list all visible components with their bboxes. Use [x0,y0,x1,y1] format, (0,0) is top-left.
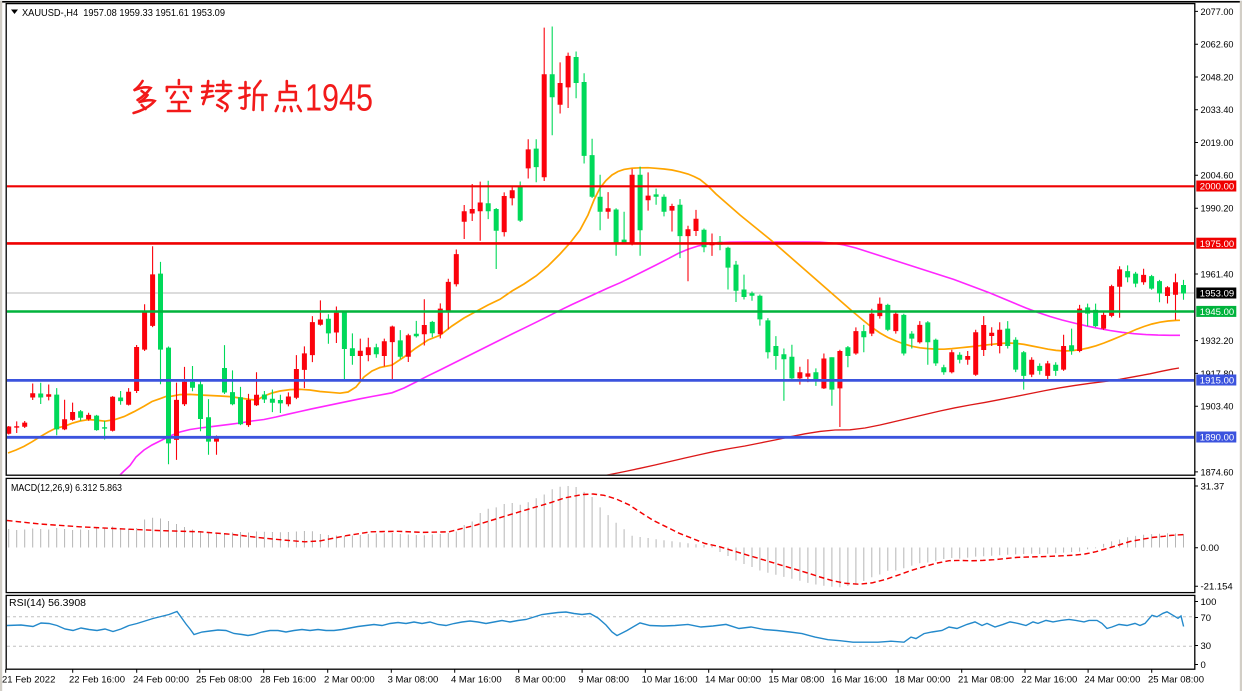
svg-text:2062.60: 2062.60 [1201,40,1234,51]
svg-text:1945.00: 1945.00 [1200,307,1234,318]
svg-text:28 Feb 16:00: 28 Feb 16:00 [260,675,316,686]
svg-text:XAUUSD-,H4 1957.08 1959.33 19: XAUUSD-,H4 1957.08 1959.33 1951.61 1953.… [22,7,225,19]
svg-text:2033.40: 2033.40 [1201,105,1234,116]
svg-text:2077.00: 2077.00 [1201,7,1234,18]
svg-text:MACD(12,26,9) 6.312 5.863: MACD(12,26,9) 6.312 5.863 [11,483,122,494]
svg-text:0.00: 0.00 [1201,543,1220,554]
svg-text:21 Mar 08:00: 21 Mar 08:00 [958,675,1014,686]
svg-text:4 Mar 16:00: 4 Mar 16:00 [451,675,502,686]
svg-text:2019.00: 2019.00 [1201,138,1234,149]
svg-text:22 Mar 16:00: 22 Mar 16:00 [1021,675,1077,686]
svg-text:16 Mar 16:00: 16 Mar 16:00 [831,675,887,686]
svg-text:2 Mar 00:00: 2 Mar 00:00 [324,675,375,686]
svg-text:RSI(14) 56.3908: RSI(14) 56.3908 [9,598,87,609]
svg-text:1990.20: 1990.20 [1201,204,1234,215]
svg-text:9 Mar 08:00: 9 Mar 08:00 [578,675,629,686]
svg-text:2048.20: 2048.20 [1201,72,1234,83]
svg-text:25 Feb 08:00: 25 Feb 08:00 [196,675,252,686]
svg-text:1903.40: 1903.40 [1201,402,1234,413]
svg-text:31.37: 31.37 [1201,481,1225,492]
svg-text:10 Mar 16:00: 10 Mar 16:00 [642,675,698,686]
svg-text:1945: 1945 [305,78,373,120]
svg-text:15 Mar 08:00: 15 Mar 08:00 [768,675,824,686]
svg-text:1890.00: 1890.00 [1200,433,1234,444]
svg-text:-21.154: -21.154 [1201,582,1233,593]
svg-text:1917.80: 1917.80 [1201,369,1234,380]
svg-text:1932.20: 1932.20 [1201,336,1234,347]
svg-text:21 Feb 2022: 21 Feb 2022 [2,675,55,686]
svg-text:8 Mar 00:00: 8 Mar 00:00 [515,675,566,686]
svg-text:1961.40: 1961.40 [1201,269,1234,280]
svg-text:22 Feb 16:00: 22 Feb 16:00 [69,675,125,686]
svg-text:24 Mar 00:00: 24 Mar 00:00 [1084,675,1140,686]
svg-text:24 Feb 00:00: 24 Feb 00:00 [133,675,189,686]
svg-text:18 Mar 00:00: 18 Mar 00:00 [894,675,950,686]
svg-text:100: 100 [1201,597,1217,608]
svg-text:2004.60: 2004.60 [1201,171,1234,182]
svg-text:0: 0 [1201,660,1206,671]
svg-text:2000.00: 2000.00 [1200,182,1234,193]
svg-text:30: 30 [1201,641,1212,652]
svg-text:70: 70 [1201,613,1212,624]
svg-text:25 Mar 08:00: 25 Mar 08:00 [1148,675,1204,686]
svg-text:1874.60: 1874.60 [1201,467,1234,478]
svg-text:1975.00: 1975.00 [1200,239,1234,250]
svg-text:1953.09: 1953.09 [1200,289,1234,300]
svg-text:1915.00: 1915.00 [1200,376,1234,387]
svg-text:14 Mar 00:00: 14 Mar 00:00 [705,675,761,686]
svg-text:3 Mar 08:00: 3 Mar 08:00 [388,675,439,686]
